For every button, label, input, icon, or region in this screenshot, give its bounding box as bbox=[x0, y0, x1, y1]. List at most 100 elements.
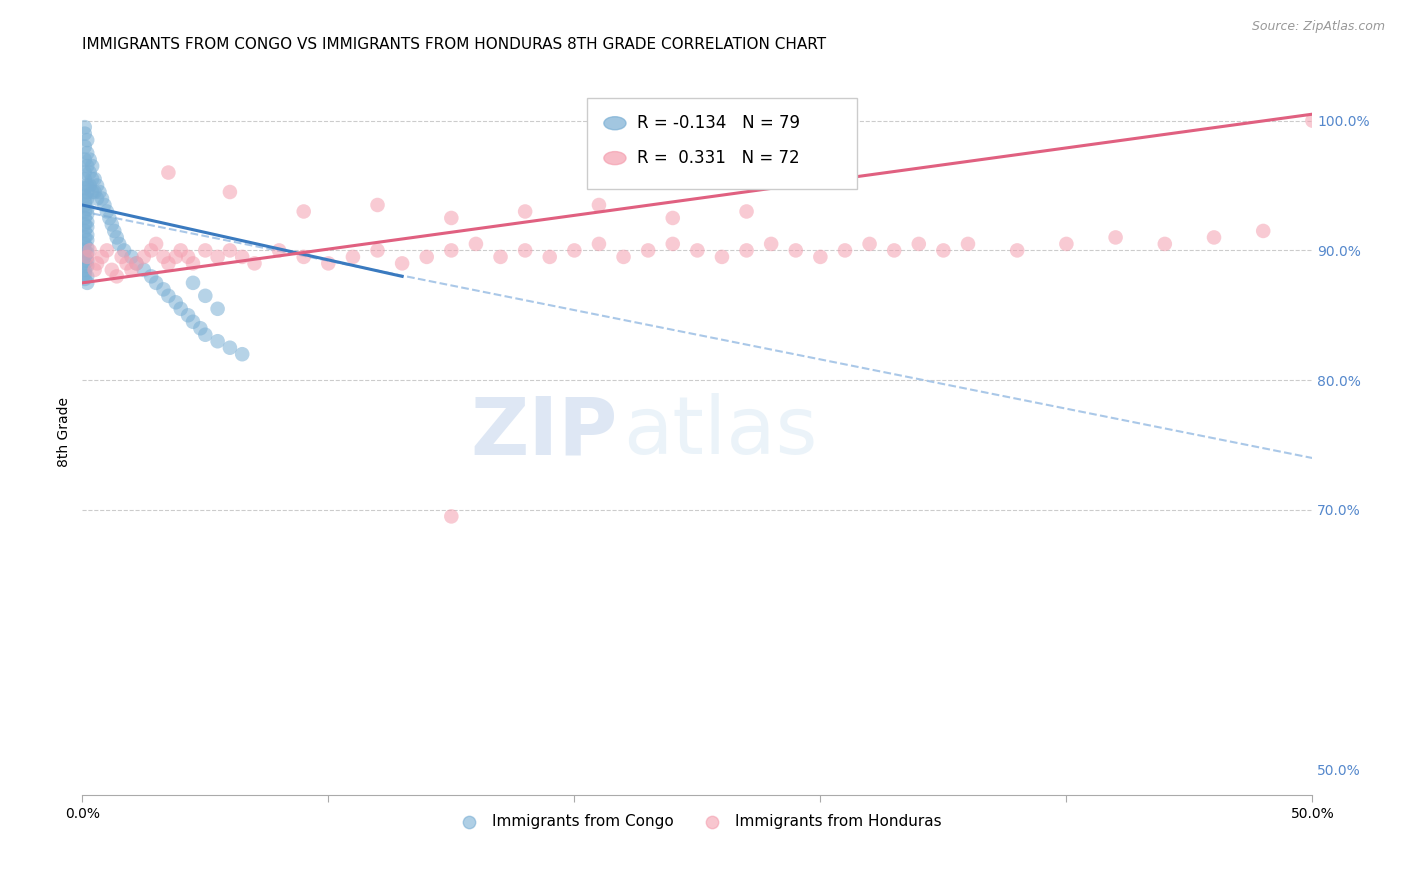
Point bbox=[416, 250, 439, 264]
Point bbox=[73, 204, 96, 219]
Point bbox=[391, 256, 413, 270]
Point bbox=[207, 334, 229, 349]
Y-axis label: 8th Grade: 8th Grade bbox=[58, 397, 72, 467]
Point bbox=[157, 165, 180, 179]
Point bbox=[219, 244, 242, 258]
Point bbox=[145, 236, 167, 251]
Point bbox=[292, 250, 315, 264]
Point bbox=[145, 276, 167, 290]
Point bbox=[190, 321, 212, 335]
Point bbox=[76, 246, 98, 260]
Point bbox=[125, 256, 148, 270]
Point bbox=[588, 236, 610, 251]
Point bbox=[1054, 236, 1077, 251]
Point bbox=[76, 259, 98, 273]
Point bbox=[76, 227, 98, 242]
Point bbox=[76, 220, 98, 235]
Point bbox=[86, 192, 108, 206]
Point bbox=[73, 189, 96, 203]
Point bbox=[1153, 236, 1175, 251]
Point bbox=[76, 269, 98, 284]
Point bbox=[956, 236, 979, 251]
Point bbox=[83, 172, 105, 186]
Point bbox=[834, 244, 856, 258]
Point bbox=[73, 267, 96, 281]
Point bbox=[96, 244, 118, 258]
Point bbox=[318, 256, 340, 270]
Point bbox=[883, 244, 905, 258]
Point bbox=[73, 139, 96, 153]
Point bbox=[785, 244, 807, 258]
Point bbox=[440, 509, 463, 524]
Point bbox=[1202, 230, 1225, 244]
Point bbox=[73, 244, 96, 258]
Text: atlas: atlas bbox=[623, 393, 818, 471]
Point bbox=[76, 250, 98, 264]
Legend: Immigrants from Congo, Immigrants from Honduras: Immigrants from Congo, Immigrants from H… bbox=[447, 808, 948, 835]
Point bbox=[82, 185, 104, 199]
Point bbox=[207, 301, 229, 316]
Point bbox=[710, 250, 733, 264]
Point bbox=[105, 230, 128, 244]
Point bbox=[141, 244, 163, 258]
FancyBboxPatch shape bbox=[586, 98, 858, 188]
Point bbox=[121, 263, 143, 277]
Text: ZIP: ZIP bbox=[470, 393, 617, 471]
Point bbox=[489, 250, 512, 264]
Point bbox=[141, 269, 163, 284]
Point bbox=[132, 263, 155, 277]
Point bbox=[76, 146, 98, 161]
Point bbox=[219, 185, 242, 199]
Point bbox=[73, 236, 96, 251]
Point bbox=[367, 244, 389, 258]
Point bbox=[76, 276, 98, 290]
Point bbox=[231, 347, 253, 361]
Point bbox=[538, 250, 561, 264]
Point bbox=[82, 159, 104, 173]
Point bbox=[73, 120, 96, 135]
Point bbox=[73, 198, 96, 212]
Point bbox=[73, 127, 96, 141]
Point bbox=[76, 233, 98, 247]
Point bbox=[121, 250, 143, 264]
Point bbox=[181, 315, 204, 329]
Point bbox=[219, 341, 242, 355]
Point bbox=[115, 256, 138, 270]
Point bbox=[73, 153, 96, 167]
Point bbox=[612, 250, 634, 264]
Point bbox=[157, 289, 180, 303]
Point bbox=[686, 244, 709, 258]
Point bbox=[858, 236, 880, 251]
Point bbox=[292, 204, 315, 219]
Point bbox=[79, 244, 101, 258]
Point bbox=[170, 244, 193, 258]
Point bbox=[759, 236, 782, 251]
Point bbox=[83, 185, 105, 199]
Point bbox=[1301, 113, 1323, 128]
Point bbox=[73, 230, 96, 244]
Point bbox=[76, 241, 98, 255]
Point bbox=[73, 181, 96, 195]
Point bbox=[86, 256, 108, 270]
Point bbox=[73, 256, 96, 270]
Point bbox=[73, 218, 96, 232]
Point bbox=[207, 250, 229, 264]
Point bbox=[177, 308, 200, 322]
Point bbox=[125, 256, 148, 270]
Point bbox=[562, 244, 585, 258]
Point bbox=[96, 204, 118, 219]
Point bbox=[76, 133, 98, 147]
Point bbox=[93, 198, 115, 212]
Point bbox=[342, 250, 364, 264]
Point bbox=[513, 204, 536, 219]
Point bbox=[82, 172, 104, 186]
Point bbox=[108, 236, 131, 251]
Point bbox=[661, 211, 683, 225]
Point bbox=[735, 244, 758, 258]
Point bbox=[152, 250, 174, 264]
Point bbox=[112, 244, 135, 258]
Point bbox=[132, 250, 155, 264]
Point bbox=[73, 211, 96, 225]
Point bbox=[76, 192, 98, 206]
Point bbox=[98, 211, 121, 225]
